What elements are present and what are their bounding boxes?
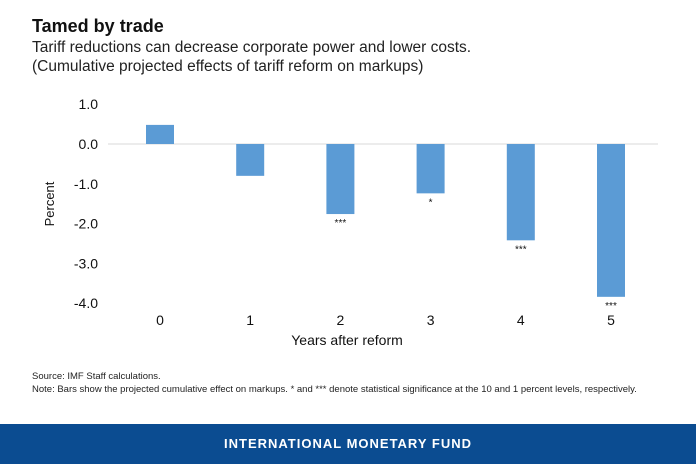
- footer-label: INTERNATIONAL MONETARY FUND: [224, 436, 472, 451]
- subtitle-line-2: (Cumulative projected effects of tariff …: [32, 58, 424, 75]
- y-axis-label: Percent: [42, 181, 57, 226]
- bar-year-2: [326, 144, 355, 215]
- x-axis-label: Years after reform: [291, 332, 403, 348]
- x-tick-label: 4: [517, 312, 525, 328]
- y-tick-label: 1.0: [79, 96, 99, 112]
- y-tick-label: -3.0: [74, 255, 98, 271]
- significance-marker: *: [429, 197, 433, 208]
- y-tick-label: 0.0: [79, 136, 99, 152]
- significance-marker: ***: [605, 301, 617, 312]
- significance-marker: ***: [515, 244, 527, 255]
- y-tick-label: -2.0: [74, 216, 98, 232]
- x-tick-label: 5: [607, 312, 615, 328]
- bar-year-3: [416, 144, 445, 194]
- chart-title: Tamed by trade: [32, 16, 164, 36]
- chart-subtitle: Tariff reductions can decrease corporate…: [32, 38, 471, 76]
- subtitle-line-1: Tariff reductions can decrease corporate…: [32, 39, 472, 56]
- x-tick-label: 0: [156, 312, 164, 328]
- bar-year-5: [597, 144, 625, 297]
- x-tick-label: 3: [427, 312, 435, 328]
- footnote: Note: Bars show the projected cumulative…: [32, 384, 637, 395]
- bar-year-4: [506, 144, 535, 241]
- bar-chart: Percent Years after reform 1.0 0.0 -1.0 -2.…: [42, 96, 658, 348]
- source-note: Source: IMF Staff calculations.: [32, 371, 161, 382]
- y-tick-label: -4.0: [74, 295, 98, 311]
- y-tick-label: -1.0: [74, 176, 98, 192]
- chart-notes: Source: IMF Staff calculations. Note: Ba…: [32, 370, 672, 396]
- footer-banner: INTERNATIONAL MONETARY FUND: [0, 424, 696, 464]
- bar-year-1: [236, 144, 265, 176]
- x-tick-label: 1: [246, 312, 254, 328]
- x-tick-label: 2: [337, 312, 345, 328]
- significance-marker: ***: [335, 218, 347, 229]
- bar-year-0: [146, 124, 174, 144]
